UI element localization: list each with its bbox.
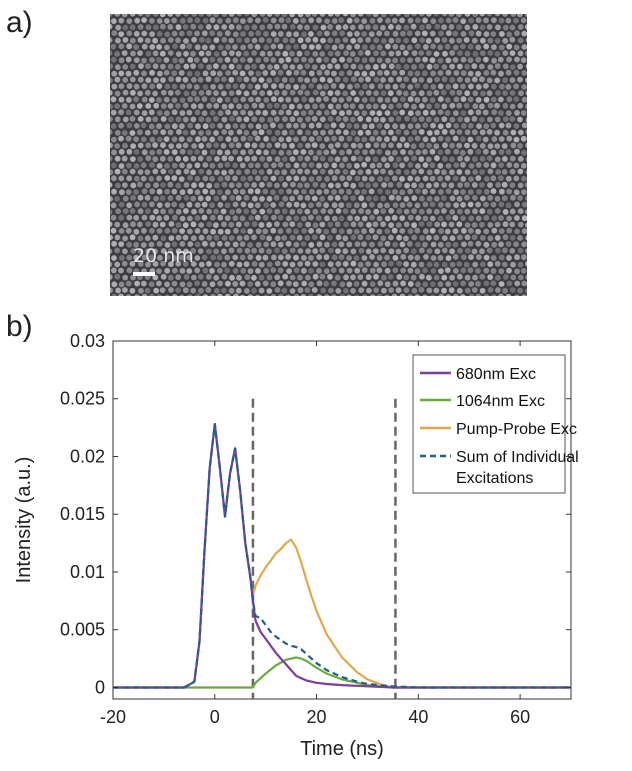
x-tick-label: 40 [408, 707, 428, 727]
y-tick-label: 0.005 [60, 620, 105, 640]
legend-box [412, 354, 566, 494]
x-axis-label: Time (ns) [300, 738, 384, 760]
panel-a-label: a) [6, 6, 33, 39]
x-tick-label: 60 [510, 707, 530, 727]
series-line-sum-of-individual-excitations [113, 423, 571, 689]
legend-label: Sum of Individual [456, 449, 579, 466]
y-tick-label: 0.025 [60, 389, 105, 409]
legend-label: Pump-Probe Exc [456, 421, 577, 438]
x-tick-label: -20 [100, 707, 126, 727]
legend-label: 1064nm Exc [456, 393, 545, 410]
panel-b-label: b) [6, 310, 33, 343]
legend-label: 680nm Exc [456, 366, 536, 383]
x-tick-label: 20 [307, 707, 327, 727]
y-tick-label: 0 [95, 677, 105, 697]
y-axis-label: Intensity (a.u.) [13, 457, 35, 584]
legend-label-line2: Excitations [456, 470, 533, 487]
scale-bar-label: 20 nm [133, 245, 194, 267]
y-tick-label: 0.015 [60, 504, 105, 524]
sem-micrograph [110, 14, 527, 296]
y-tick-label: 0.02 [70, 446, 105, 466]
y-tick-label: 0.01 [70, 562, 105, 582]
x-tick-label: 0 [210, 707, 220, 727]
legend: 680nm Exc 1064nm Exc Pump-Probe Exc Sum of … [412, 354, 579, 494]
scale-bar [133, 272, 155, 276]
y-tick-label: 0.03 [70, 331, 105, 351]
